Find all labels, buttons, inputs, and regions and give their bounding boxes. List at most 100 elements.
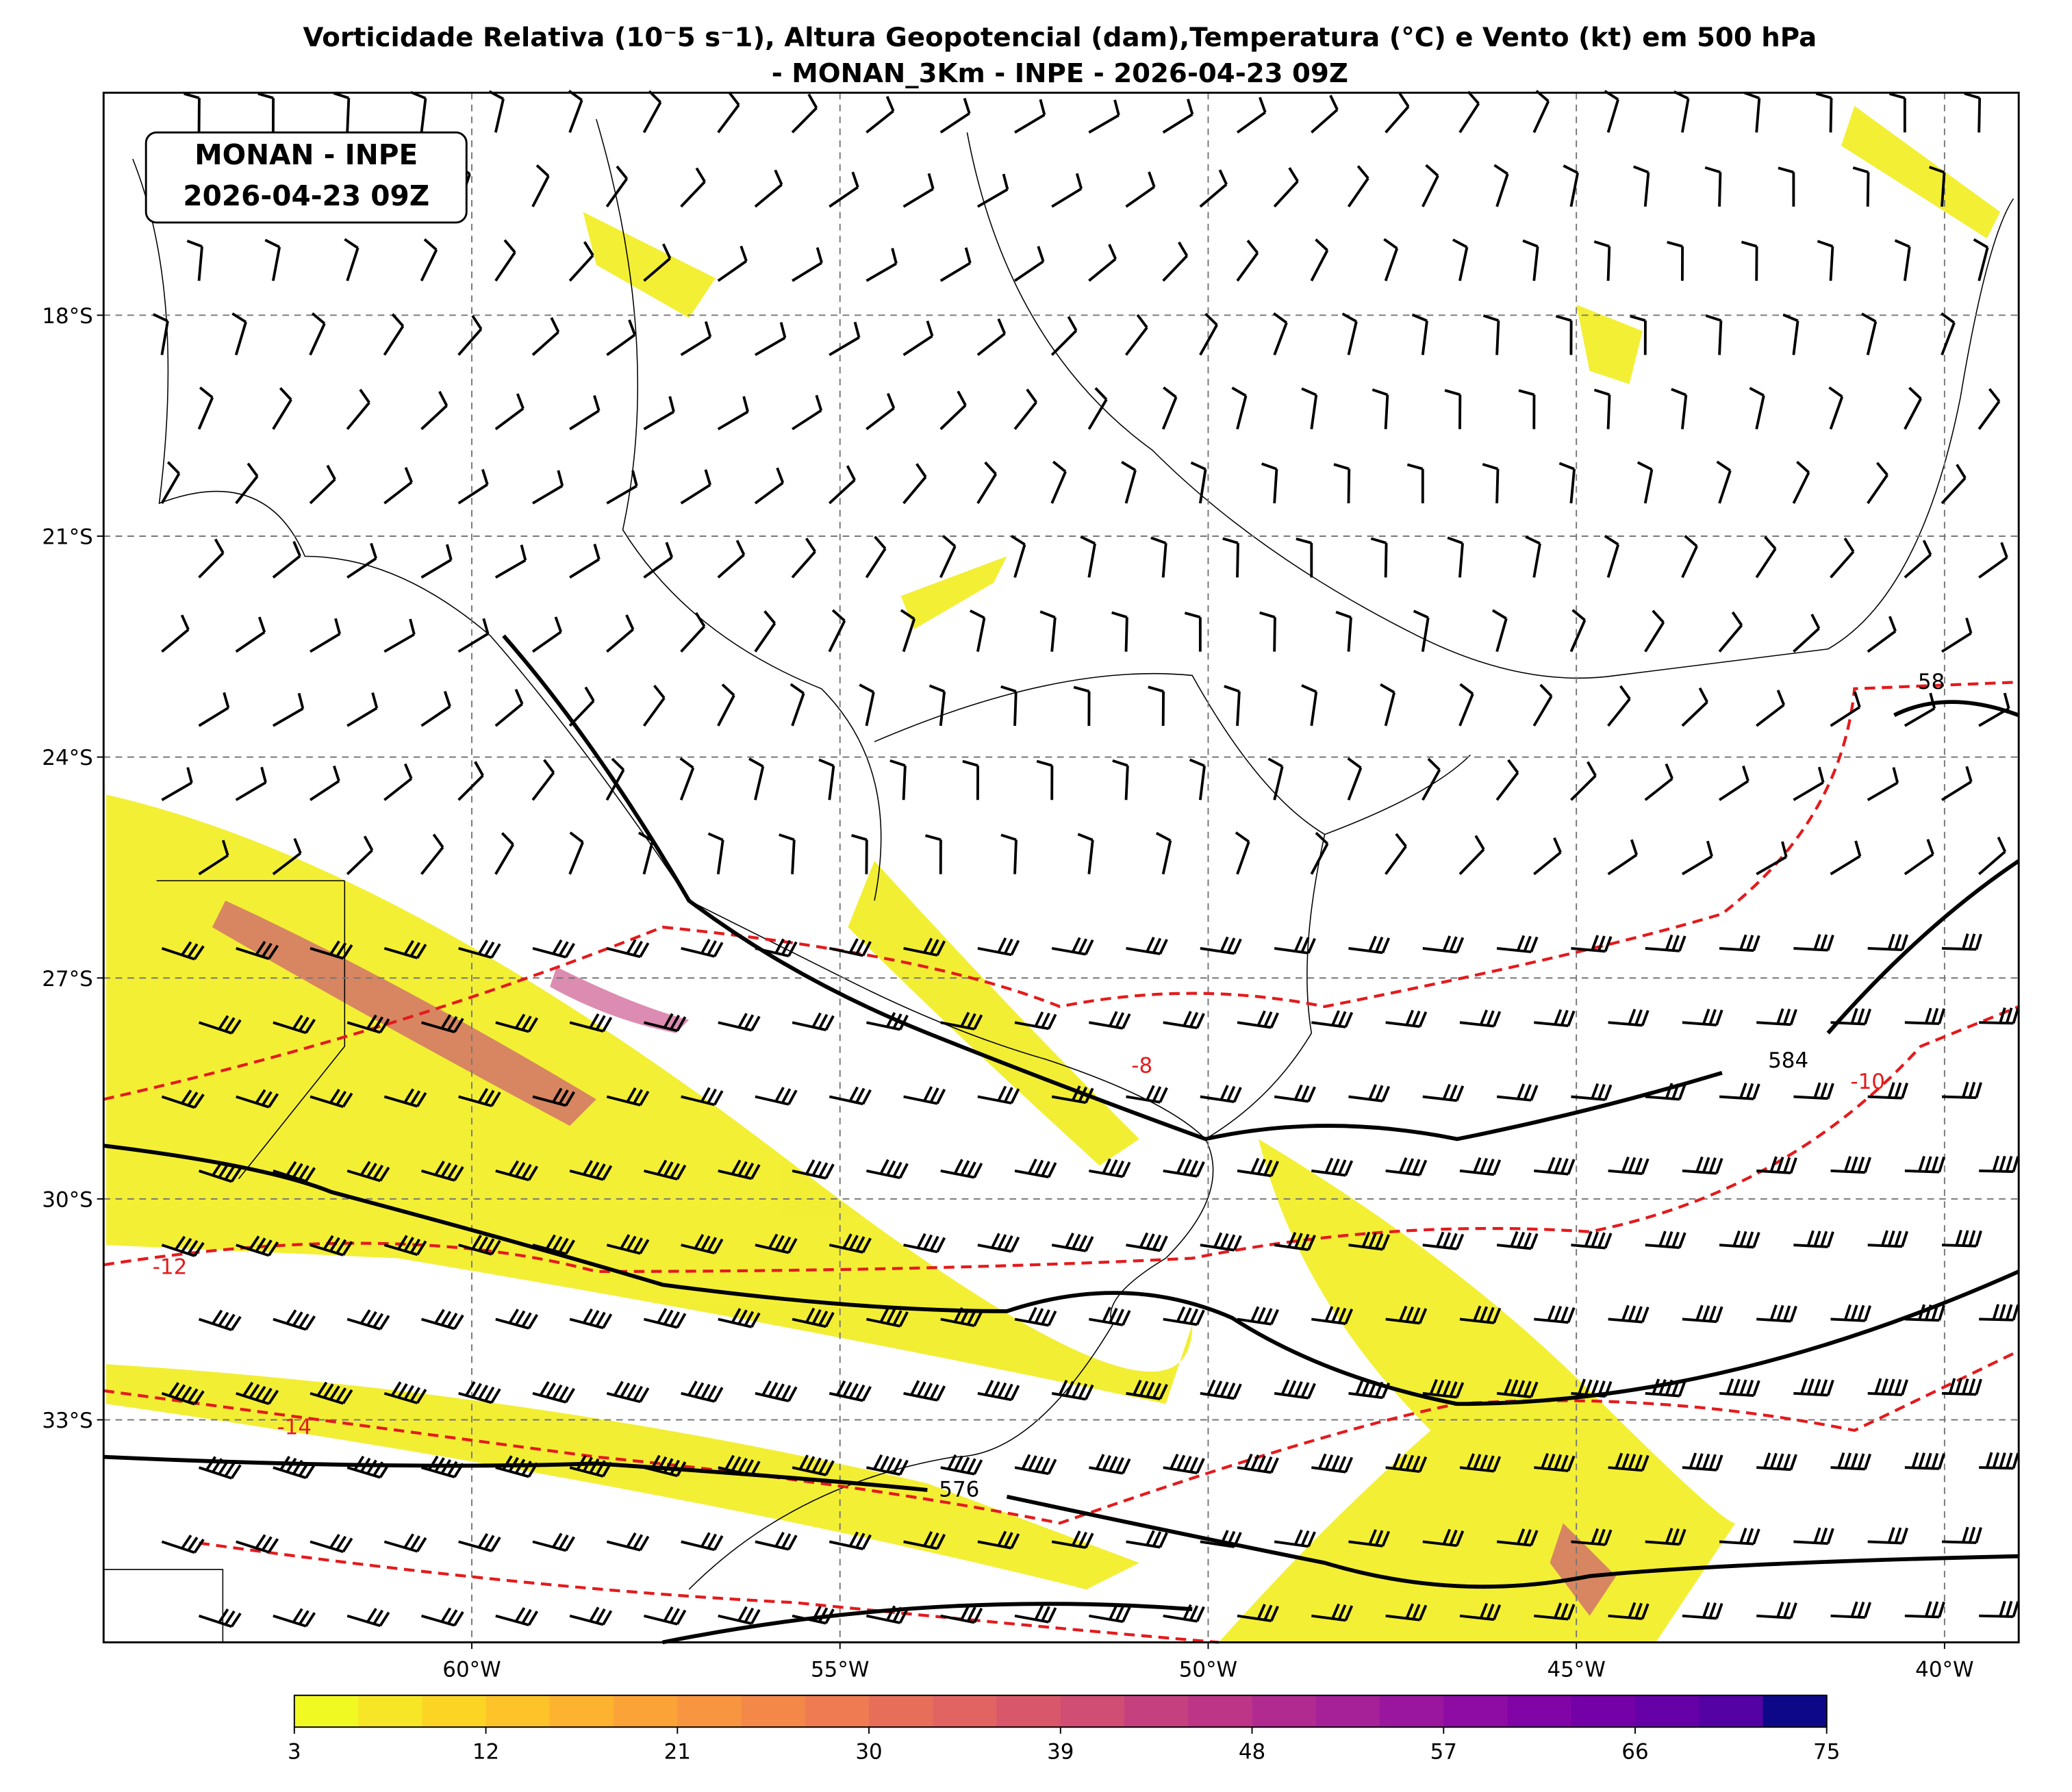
wind-barb [1088,99,1120,134]
wind-barb [717,396,749,431]
wind-barb [1941,1081,1982,1100]
colorbar-segment [614,1695,679,1728]
wind-barb [1681,687,1708,727]
colorbar-segment [485,1695,551,1728]
wind-barb [531,164,550,207]
wind-barb [235,766,267,801]
wind-barb [940,1307,983,1328]
borders [103,118,2014,1643]
wind-barb [717,91,740,134]
wind-barb [1681,840,1713,876]
contour-label: 58 [1918,670,1945,694]
wind-barb [458,1087,501,1107]
info-box-line-2: 2026-04-23 09Z [183,179,429,212]
colorbar-segment [933,1695,998,1728]
wind-barb [1830,840,1862,876]
wind-barb [1491,609,1508,653]
wind-barb [866,96,895,134]
wind-barb [532,1234,576,1255]
wind-barb [1563,164,1579,207]
wind-barb [1126,1530,1168,1549]
wind-barb [1608,1602,1650,1620]
wind-barb [680,469,712,505]
wind-barb [1534,1452,1576,1472]
wind-barb [1200,1085,1242,1103]
wind-barb [532,939,576,959]
wind-barb [939,97,971,134]
wind-barb [1296,537,1313,578]
wind-barb [829,938,872,957]
wind-barb [1014,1011,1057,1031]
wind-barb [1452,238,1469,281]
wind-barb [1311,94,1339,134]
wind-barb [866,1454,909,1476]
wind-barb [1525,535,1541,578]
wind-barb [1978,388,2001,430]
wind-barb [235,462,259,505]
wind-barb [680,321,712,357]
wind-barb [1073,685,1091,726]
wind-barb [642,684,666,727]
wind-barb [1274,1084,1316,1103]
wind-barb [346,1309,390,1330]
wind-barb [1422,1378,1465,1399]
wind-barb [1830,1008,1872,1026]
wind-barb [495,1160,539,1182]
wind-barb [1719,934,1760,952]
wind-barb [1964,92,1982,133]
wind-barb [1163,1306,1205,1326]
wind-barb [1459,1157,1502,1176]
wind-barb [1534,1305,1576,1324]
wind-barb [792,1606,835,1625]
wind-barb [1637,461,1654,504]
wind-barb [569,394,601,431]
wind-barb [1630,314,1647,355]
wind-barb [1459,1009,1502,1028]
wind-barb [1200,1530,1242,1548]
wind-barb [1888,92,1906,133]
wind-barb [344,238,359,281]
vorticity-maxima [212,900,1617,1616]
wind-barb [977,1233,1020,1253]
contour-label: 584 [1768,1048,1808,1073]
wind-barb [606,1532,650,1552]
wind-barb [309,940,353,960]
colorbar-tick-label: 39 [1047,1740,1074,1765]
wind-barb [1867,1230,1908,1248]
wind-barb [1050,316,1078,356]
wind-barb [161,1382,205,1406]
wind-barb [1411,313,1428,355]
wind-barb [569,1160,613,1181]
wind-barb [568,241,594,282]
wind-barb [1522,239,1539,281]
contour-label: -14 [277,1415,312,1440]
wind-barb [1973,238,1989,281]
colorbar-segment [1060,1695,1125,1728]
colorbar-segment [1763,1695,1828,1728]
wind-barb [643,396,675,431]
wind-barb [186,240,203,281]
wind-barb [1867,933,1908,951]
wind-barb [976,173,1009,208]
wind-barb [309,464,336,505]
wind-barb [606,1380,650,1404]
wind-barb [1126,1085,1168,1104]
wind-barb [1161,386,1178,430]
wind-barb [1051,937,1094,956]
wind-barb [495,1013,539,1033]
wind-barb [1261,462,1278,504]
wind-barb [160,461,181,504]
wind-barb [1237,1453,1279,1474]
wind-barb [420,1607,464,1627]
colorbar-tick-label: 57 [1430,1740,1457,1765]
wind-barb [495,1606,539,1626]
map-background [103,92,2019,1643]
wind-barb [1089,1307,1131,1326]
wind-barb [1089,1604,1131,1624]
wind-barb [1014,1454,1057,1476]
wind-barb [1904,1007,1945,1025]
map-area: MONAN - INPE 2026-04-23 09Z [97,90,2020,1650]
wind-barb [924,834,942,874]
wind-barb [531,317,560,356]
wind-barb [643,542,674,579]
